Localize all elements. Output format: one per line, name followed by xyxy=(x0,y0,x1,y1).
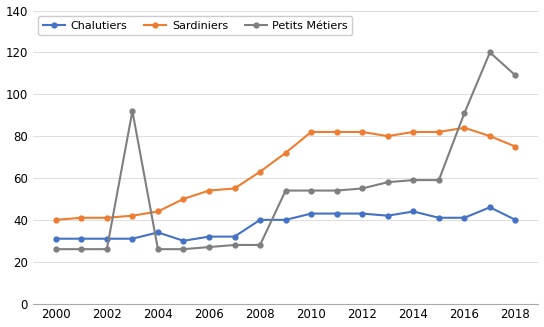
Petits Métiers xyxy=(78,247,84,251)
Petits Métiers xyxy=(333,189,340,193)
Petits Métiers xyxy=(282,189,289,193)
Petits Métiers xyxy=(461,111,468,115)
Chalutiers xyxy=(487,205,493,209)
Chalutiers xyxy=(154,231,161,234)
Petits Métiers xyxy=(257,243,263,247)
Petits Métiers xyxy=(129,109,135,113)
Petits Métiers xyxy=(308,189,314,193)
Sardiniers xyxy=(78,216,84,220)
Petits Métiers xyxy=(103,247,110,251)
Sardiniers xyxy=(385,134,391,138)
Sardiniers xyxy=(410,130,417,134)
Petits Métiers xyxy=(410,178,417,182)
Chalutiers xyxy=(103,237,110,241)
Chalutiers xyxy=(512,218,519,222)
Petits Métiers xyxy=(206,245,212,249)
Sardiniers xyxy=(231,186,238,190)
Sardiniers xyxy=(103,216,110,220)
Chalutiers xyxy=(308,212,314,215)
Chalutiers xyxy=(333,212,340,215)
Sardiniers xyxy=(282,151,289,155)
Sardiniers xyxy=(206,189,212,193)
Petits Métiers xyxy=(154,247,161,251)
Sardiniers xyxy=(129,214,135,218)
Sardiniers xyxy=(257,170,263,174)
Chalutiers xyxy=(410,210,417,214)
Legend: Chalutiers, Sardiniers, Petits Métiers: Chalutiers, Sardiniers, Petits Métiers xyxy=(38,16,353,35)
Line: Petits Métiers: Petits Métiers xyxy=(53,50,518,251)
Petits Métiers xyxy=(512,74,519,77)
Chalutiers xyxy=(461,216,468,220)
Sardiniers xyxy=(333,130,340,134)
Petits Métiers xyxy=(180,247,187,251)
Sardiniers xyxy=(180,197,187,201)
Sardiniers xyxy=(308,130,314,134)
Sardiniers xyxy=(461,126,468,130)
Petits Métiers xyxy=(487,50,493,54)
Chalutiers xyxy=(180,239,187,243)
Chalutiers xyxy=(129,237,135,241)
Petits Métiers xyxy=(385,180,391,184)
Petits Métiers xyxy=(231,243,238,247)
Sardiniers xyxy=(154,210,161,214)
Chalutiers xyxy=(436,216,442,220)
Chalutiers xyxy=(206,235,212,239)
Petits Métiers xyxy=(53,247,59,251)
Line: Chalutiers: Chalutiers xyxy=(53,205,518,243)
Sardiniers xyxy=(512,145,519,148)
Chalutiers xyxy=(257,218,263,222)
Sardiniers xyxy=(53,218,59,222)
Chalutiers xyxy=(282,218,289,222)
Chalutiers xyxy=(78,237,84,241)
Sardiniers xyxy=(436,130,442,134)
Petits Métiers xyxy=(436,178,442,182)
Chalutiers xyxy=(359,212,366,215)
Chalutiers xyxy=(53,237,59,241)
Chalutiers xyxy=(231,235,238,239)
Petits Métiers xyxy=(359,186,366,190)
Sardiniers xyxy=(487,134,493,138)
Chalutiers xyxy=(385,214,391,218)
Line: Sardiniers: Sardiniers xyxy=(53,125,518,222)
Sardiniers xyxy=(359,130,366,134)
